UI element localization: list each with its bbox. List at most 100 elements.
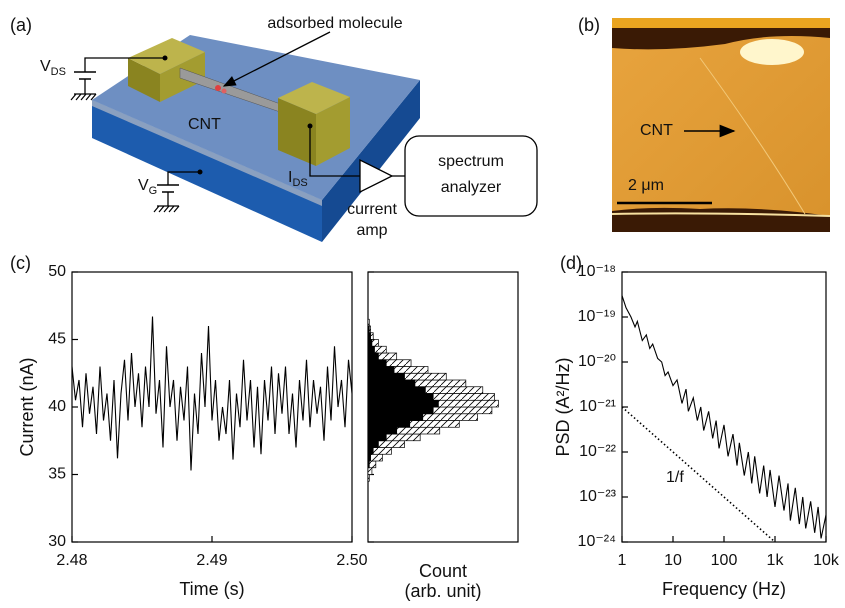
analyzer-label: spectrum — [438, 153, 504, 170]
panel-label: (c) — [10, 253, 31, 273]
electrode — [278, 98, 316, 166]
reference-label: 1/f — [666, 469, 684, 486]
wire — [167, 171, 200, 185]
contact — [197, 169, 203, 175]
ground — [153, 205, 180, 213]
device-diagram — [70, 31, 538, 242]
vg-label: VG — [138, 177, 157, 197]
reference-line — [621, 406, 776, 543]
electrode — [316, 97, 350, 166]
histogram-bar — [367, 406, 434, 415]
substrate-front — [92, 100, 322, 242]
x-tick-label: 2.50 — [336, 552, 367, 569]
contact — [162, 55, 168, 61]
histogram-bar — [367, 447, 374, 455]
histogram-bar — [367, 426, 398, 435]
line — [621, 295, 827, 539]
histogram-bar — [367, 372, 405, 381]
histogram-bar — [367, 413, 424, 421]
scale-label: 2 μm — [628, 177, 664, 194]
y-tick-label: 10⁻²¹ — [579, 398, 616, 415]
x-tick-label: 10 — [664, 552, 682, 569]
histogram-bar — [367, 433, 387, 442]
trench — [612, 28, 830, 50]
x-tick-label: 10k — [813, 552, 840, 569]
y-tick-label: 10⁻¹⁸ — [578, 263, 616, 280]
histogram-bar — [367, 345, 375, 354]
cnt-label: CNT — [188, 116, 221, 133]
histogram-bar — [367, 359, 387, 367]
histogram-bar — [367, 440, 379, 448]
histogram-bar — [367, 474, 370, 482]
y-tick-label: 10⁻²⁰ — [578, 353, 616, 370]
histogram-bar — [367, 460, 370, 469]
label-main: I — [288, 169, 292, 186]
cnt-label: CNT — [640, 122, 673, 139]
histogram-bar — [367, 393, 434, 401]
label-sub: DS — [51, 66, 66, 78]
line — [71, 316, 353, 471]
y-axis-label: Current (nA) — [17, 357, 37, 456]
histogram-bar — [367, 332, 371, 340]
histogram-bar — [367, 420, 411, 428]
vds-label: VDS — [40, 58, 66, 78]
oxide-layer — [92, 100, 322, 206]
y-tick-label: 40 — [48, 398, 66, 415]
y-axis-label: PSD (A²/Hz) — [553, 358, 573, 457]
wire — [84, 57, 165, 72]
y-tick-label: 10⁻²³ — [579, 488, 617, 505]
y-tick-label: 30 — [48, 533, 66, 550]
histogram-bar — [367, 453, 371, 462]
electrode — [278, 82, 350, 114]
histogram-bar — [367, 467, 373, 475]
ground — [70, 93, 97, 101]
wire — [309, 126, 360, 177]
histogram-bar — [367, 325, 370, 334]
particle — [740, 39, 804, 65]
analyzer-box — [404, 135, 538, 217]
x-axis-label: (arb. unit) — [404, 581, 481, 601]
label-sub: DS — [292, 177, 307, 189]
histogram-bar — [367, 352, 379, 361]
histogram-bar — [367, 379, 416, 388]
y-tick-label: 10⁻¹⁹ — [578, 308, 616, 325]
amplifier — [359, 158, 394, 194]
nanotube-trace — [699, 57, 806, 215]
x-axis-label: Time (s) — [179, 579, 244, 599]
image-feature — [612, 18, 830, 28]
substrate-side — [322, 80, 420, 242]
x-tick-label: 2.49 — [196, 552, 227, 569]
x-axis-label: Count — [419, 561, 467, 581]
histogram-bar — [367, 399, 439, 408]
label-main: V — [40, 58, 51, 75]
ids-label: IDS — [288, 169, 308, 189]
x-tick-label: 1 — [618, 552, 627, 569]
histogram-bar — [367, 318, 370, 327]
histogram-bar — [367, 366, 395, 374]
contact — [307, 123, 313, 129]
electrode — [128, 58, 160, 102]
analyzer-label: analyzer — [441, 179, 502, 196]
molecule-label: adsorbed molecule — [267, 15, 402, 32]
x-tick-label: 1k — [767, 552, 785, 569]
x-tick-label: 2.48 — [56, 552, 87, 569]
panel-label: (a) — [10, 15, 32, 35]
label-sub: G — [149, 185, 158, 197]
y-tick-label: 10⁻²⁴ — [578, 533, 617, 550]
y-tick-label: 50 — [48, 263, 66, 280]
y-tick-label: 35 — [48, 466, 66, 483]
panel-label: (b) — [578, 15, 600, 35]
panel-label: (d) — [560, 253, 582, 273]
plot-frame — [621, 271, 827, 543]
amp-label: amp — [356, 222, 387, 239]
image-feature — [611, 212, 831, 217]
label-main: V — [138, 177, 149, 194]
x-axis-label: Frequency (Hz) — [662, 579, 786, 599]
pointer — [222, 31, 331, 87]
x-tick-label: 100 — [711, 552, 738, 569]
y-tick-label: 45 — [48, 331, 66, 348]
histogram-bar — [367, 386, 426, 394]
y-tick-label: 10⁻²² — [579, 443, 617, 460]
afm-image — [611, 18, 831, 232]
